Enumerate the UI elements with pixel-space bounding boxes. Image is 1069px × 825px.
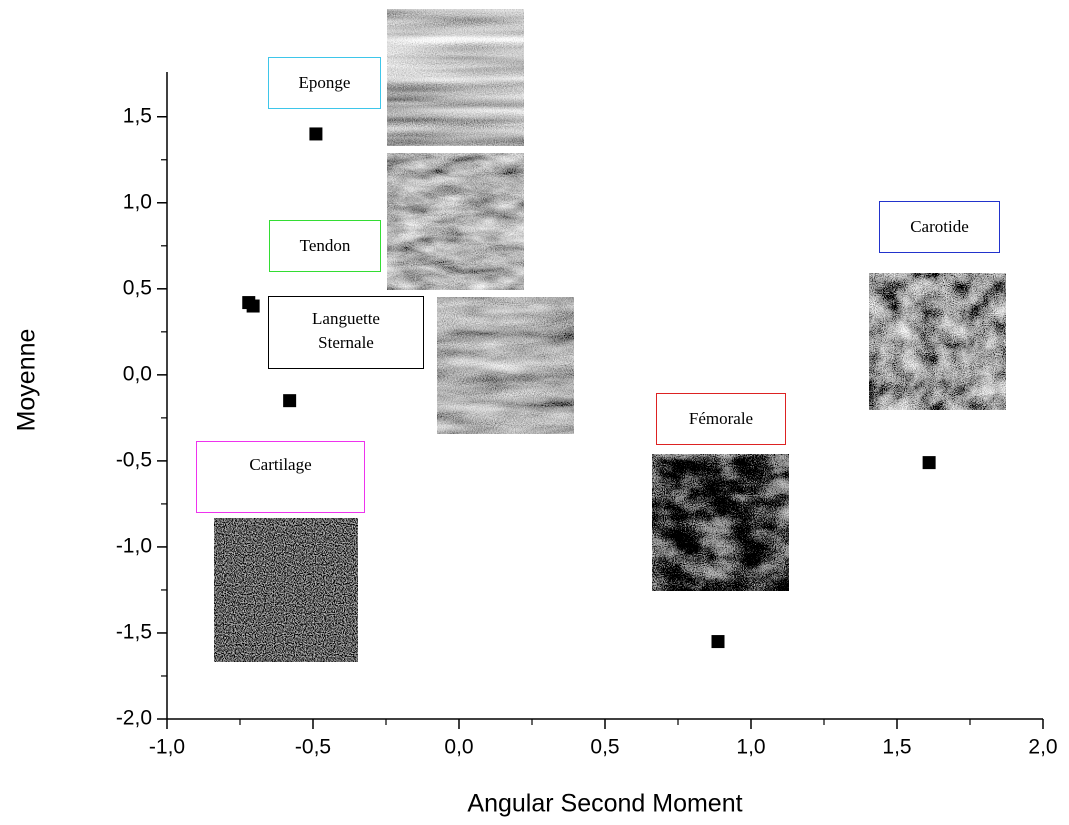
annotation-box: Languette Sternale: [268, 296, 424, 369]
annotation-box: Carotide: [879, 201, 1000, 253]
data-point: [922, 456, 936, 470]
y-tick-label: 0,0: [123, 362, 152, 385]
annotation-box: Fémorale: [656, 393, 786, 445]
texture-image: [387, 153, 524, 290]
y-tick-label: -1,0: [116, 534, 152, 557]
annotation-box: Tendon: [269, 220, 381, 272]
texture-image: [387, 9, 524, 146]
x-tick-label: 2,0: [1028, 736, 1057, 759]
texture-image: [869, 273, 1006, 410]
x-tick-label: -0,5: [295, 736, 331, 759]
x-tick-label: 0,0: [444, 736, 473, 759]
texture-image: [437, 297, 574, 434]
data-point: [711, 635, 725, 649]
y-axis-label: Moyenne: [13, 329, 41, 432]
texture-image: [652, 454, 789, 591]
y-tick-label: 0,5: [123, 276, 152, 299]
x-axis-label: Angular Second Moment: [467, 790, 742, 818]
data-point: [246, 299, 260, 313]
annotation-box: Eponge: [268, 57, 381, 109]
x-tick-label: 0,5: [590, 736, 619, 759]
annotation-box: Cartilage: [196, 441, 365, 513]
y-tick-label: 1,5: [123, 104, 152, 127]
texture-image: [214, 518, 358, 662]
x-tick-label: -1,0: [149, 736, 185, 759]
data-point: [309, 127, 323, 141]
y-tick-label: 1,0: [123, 190, 152, 213]
x-tick-label: 1,5: [882, 736, 911, 759]
y-tick-label: -0,5: [116, 448, 152, 471]
y-tick-label: -1,5: [116, 621, 152, 644]
data-point: [283, 394, 297, 408]
y-tick-label: -2,0: [116, 707, 152, 730]
x-tick-label: 1,0: [736, 736, 765, 759]
